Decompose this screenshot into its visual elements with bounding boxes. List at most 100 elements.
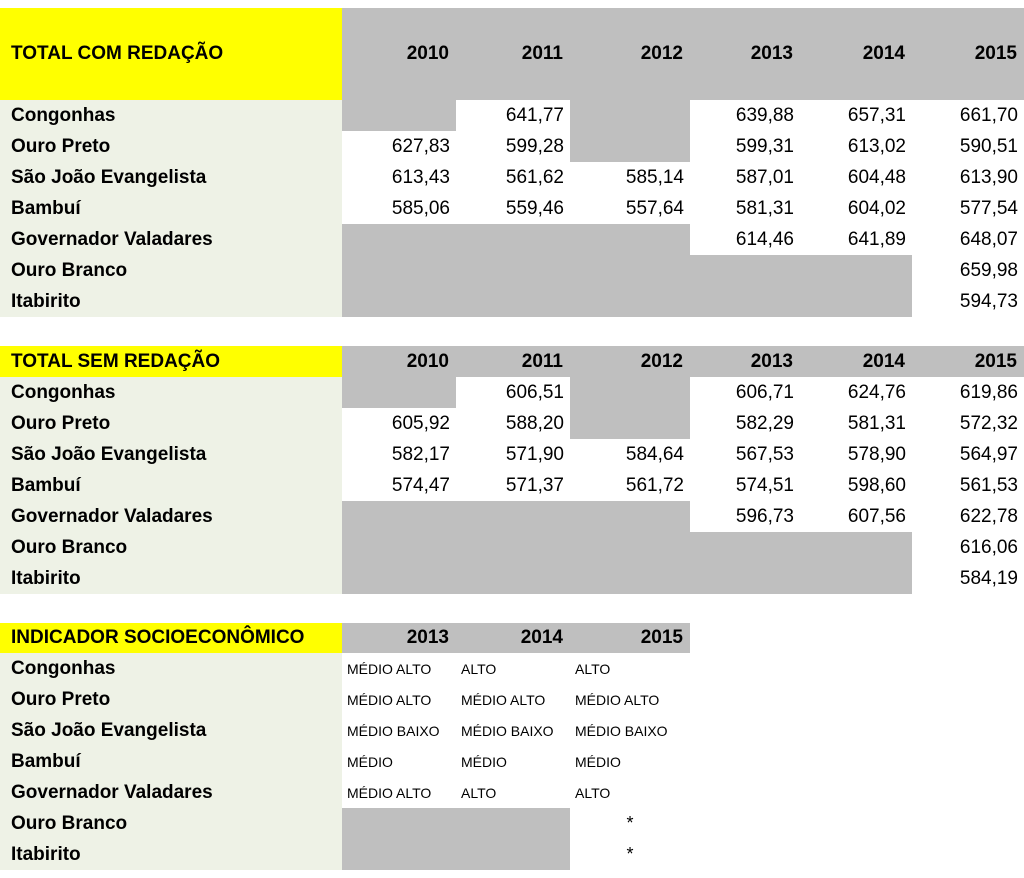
sem-redacao-empty-cell: [570, 377, 690, 408]
indicador-value-cell: ALTO: [570, 653, 690, 684]
sem-redacao-value-cell: 619,86: [912, 377, 1024, 408]
com-redacao-value-cell: 581,31: [690, 193, 800, 224]
com-redacao-empty-cell: [570, 224, 690, 255]
com-redacao-empty-cell: [456, 224, 570, 255]
com-redacao-year-2014: 2014: [800, 8, 912, 100]
indicador-value-cell: ALTO: [456, 653, 570, 684]
sem-redacao-row-label: Ouro Branco: [0, 532, 342, 563]
com-redacao-empty-cell: [456, 255, 570, 286]
com-redacao-value-cell: 641,77: [456, 100, 570, 131]
indicador-value-cell: ALTO: [456, 777, 570, 808]
com-redacao-row-label: Ouro Preto: [0, 131, 342, 162]
indicador-row-label: São João Evangelista: [0, 715, 342, 746]
sem-redacao-value-cell: 582,29: [690, 408, 800, 439]
indicador-value-cell: MÉDIO BAIXO: [342, 715, 456, 746]
sem-redacao-value-cell: 605,92: [342, 408, 456, 439]
sem-redacao-row-label: Bambuí: [0, 470, 342, 501]
com-redacao-value-cell: 614,46: [690, 224, 800, 255]
indicador-value-cell: MÉDIO: [342, 746, 456, 777]
sem-redacao-value-cell: 606,51: [456, 377, 570, 408]
com-redacao-row-label: Congonhas: [0, 100, 342, 131]
sem-redacao-value-cell: 588,20: [456, 408, 570, 439]
sem-redacao-empty-cell: [456, 501, 570, 532]
sem-redacao-empty-cell: [800, 563, 912, 594]
indicador-year-2014: 2014: [456, 623, 570, 653]
indicador-value-cell: ALTO: [570, 777, 690, 808]
indicador-value-cell: MÉDIO ALTO: [342, 777, 456, 808]
sem-redacao-value-cell: 581,31: [800, 408, 912, 439]
sem-redacao-value-cell: 606,71: [690, 377, 800, 408]
sem-redacao-year-2011: 2011: [456, 346, 570, 377]
indicador-empty-cell: [342, 808, 456, 839]
com-redacao-value-cell: 657,31: [800, 100, 912, 131]
sem-redacao-empty-cell: [570, 408, 690, 439]
com-redacao-value-cell: 641,89: [800, 224, 912, 255]
sem-redacao-empty-cell: [342, 377, 456, 408]
indicador-value-cell: MÉDIO ALTO: [342, 653, 456, 684]
com-redacao-value-cell: 594,73: [912, 286, 1024, 317]
indicador-row-label: Ouro Branco: [0, 808, 342, 839]
sem-redacao-value-cell: 561,53: [912, 470, 1024, 501]
sem-redacao-empty-cell: [342, 501, 456, 532]
sem-redacao-value-cell: 622,78: [912, 501, 1024, 532]
sem-redacao-value-cell: 582,17: [342, 439, 456, 470]
sem-redacao-value-cell: 624,76: [800, 377, 912, 408]
indicador-row-label: Itabirito: [0, 839, 342, 870]
sem-redacao-value-cell: 598,60: [800, 470, 912, 501]
com-redacao-empty-cell: [570, 100, 690, 131]
sem-redacao-value-cell: 567,53: [690, 439, 800, 470]
sem-redacao-row-label: Governador Valadares: [0, 501, 342, 532]
sem-redacao-value-cell: 572,32: [912, 408, 1024, 439]
indicador-row-label: Governador Valadares: [0, 777, 342, 808]
indicador-year-2015: 2015: [570, 623, 690, 653]
com-redacao-row-label: Governador Valadares: [0, 224, 342, 255]
com-redacao-value-cell: 585,06: [342, 193, 456, 224]
com-redacao-year-2012: 2012: [570, 8, 690, 100]
sem-redacao-empty-cell: [456, 532, 570, 563]
sem-redacao-empty-cell: [342, 563, 456, 594]
indicador-asterisk: *: [570, 839, 690, 870]
sem-redacao-value-cell: 596,73: [690, 501, 800, 532]
sem-redacao-empty-cell: [570, 563, 690, 594]
com-redacao-row-label: Ouro Branco: [0, 255, 342, 286]
com-redacao-value-cell: 604,02: [800, 193, 912, 224]
indicador-row-label: Congonhas: [0, 653, 342, 684]
indicador-title: INDICADOR SOCIOECONÔMICO: [0, 623, 342, 653]
sem-redacao-year-2013: 2013: [690, 346, 800, 377]
sem-redacao-value-cell: 584,64: [570, 439, 690, 470]
indicador-value-cell: MÉDIO ALTO: [342, 684, 456, 715]
com-redacao-value-cell: 590,51: [912, 131, 1024, 162]
com-redacao-value-cell: 559,46: [456, 193, 570, 224]
sem-redacao-empty-cell: [342, 532, 456, 563]
com-redacao-value-cell: 561,62: [456, 162, 570, 193]
sem-redacao-value-cell: 584,19: [912, 563, 1024, 594]
com-redacao-empty-cell: [570, 286, 690, 317]
indicador-empty-cell: [342, 839, 456, 870]
indicador-value-cell: MÉDIO BAIXO: [456, 715, 570, 746]
com-redacao-empty-cell: [342, 255, 456, 286]
sem-redacao-empty-cell: [570, 501, 690, 532]
sem-redacao-year-2015: 2015: [912, 346, 1024, 377]
com-redacao-row-label: São João Evangelista: [0, 162, 342, 193]
sem-redacao-empty-cell: [690, 563, 800, 594]
com-redacao-year-2015: 2015: [912, 8, 1024, 100]
com-redacao-empty-cell: [342, 286, 456, 317]
com-redacao-empty-cell: [342, 100, 456, 131]
com-redacao-empty-cell: [456, 286, 570, 317]
sem-redacao-row-label: Ouro Preto: [0, 408, 342, 439]
com-redacao-title: TOTAL COM REDAÇÃO: [0, 8, 342, 100]
com-redacao-row-label: Bambuí: [0, 193, 342, 224]
sem-redacao-value-cell: 574,51: [690, 470, 800, 501]
sem-redacao-value-cell: 564,97: [912, 439, 1024, 470]
sem-redacao-row-label: São João Evangelista: [0, 439, 342, 470]
com-redacao-value-cell: 613,02: [800, 131, 912, 162]
com-redacao-empty-cell: [800, 286, 912, 317]
com-redacao-value-cell: 627,83: [342, 131, 456, 162]
sem-redacao-title: TOTAL SEM REDAÇÃO: [0, 346, 342, 377]
com-redacao-year-2010: 2010: [342, 8, 456, 100]
com-redacao-value-cell: 599,28: [456, 131, 570, 162]
sem-redacao-empty-cell: [456, 563, 570, 594]
sem-redacao-row-label: Congonhas: [0, 377, 342, 408]
indicador-row-label: Ouro Preto: [0, 684, 342, 715]
